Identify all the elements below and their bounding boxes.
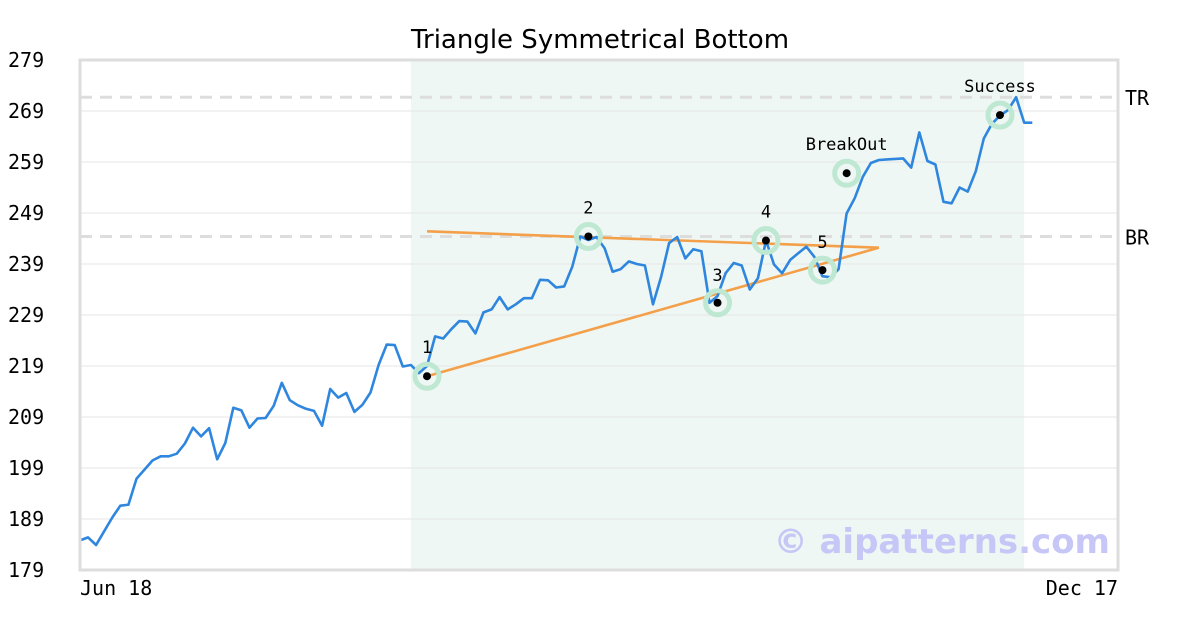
point-marker [761, 236, 770, 245]
point-label: 4 [761, 203, 771, 223]
y-tick-label: 259 [8, 150, 44, 174]
point-marker [995, 111, 1004, 120]
point-label: Success [964, 77, 1036, 97]
point-marker-halo [985, 100, 1015, 130]
point-label: 1 [422, 338, 432, 358]
y-tick-label: 229 [8, 303, 44, 327]
point-label: BreakOut [806, 135, 888, 155]
point-label: 2 [583, 198, 593, 218]
y-axis-ticks: 179 189 199 209 219 229 239 249 259 269 279 [8, 48, 44, 582]
price-line [79, 95, 1033, 547]
point-label: 5 [817, 233, 827, 253]
point-marker [818, 266, 827, 275]
watermark: © aipatterns.com [774, 522, 1110, 562]
x-tick-end: Dec 17 [1046, 576, 1118, 600]
point-marker-halo [751, 226, 781, 256]
reference-lines: TR BR [80, 86, 1150, 249]
point-marker-halo [412, 361, 442, 391]
point-marker [584, 232, 593, 241]
y-tick-label: 239 [8, 252, 44, 276]
point-label: 3 [712, 266, 722, 286]
point-marker [842, 169, 851, 178]
point-marker-halo [832, 158, 862, 188]
point-marker-halo [807, 255, 837, 285]
reference-label: BR [1125, 225, 1150, 249]
point-marker-halo [573, 221, 603, 251]
point-marker [423, 372, 432, 381]
point-marker [713, 298, 722, 307]
y-tick-label: 279 [8, 48, 44, 72]
y-tick-label: 189 [8, 507, 44, 531]
y-tick-label: 179 [8, 558, 44, 582]
y-tick-label: 249 [8, 201, 44, 225]
x-tick-start: Jun 18 [80, 576, 152, 600]
y-tick-label: 219 [8, 354, 44, 378]
trend-line [426, 230, 879, 249]
pattern-points: 1 2 3 4 5 BreakOut Success [412, 77, 1036, 391]
point-marker-halo [703, 288, 733, 318]
y-tick-label: 199 [8, 456, 44, 480]
trend-line [426, 246, 880, 378]
y-tick-label: 209 [8, 405, 44, 429]
reference-label: TR [1125, 86, 1150, 110]
trend-lines [426, 230, 880, 378]
chart-title: Triangle Symmetrical Bottom [410, 25, 789, 55]
y-tick-label: 269 [8, 99, 44, 123]
plot-frame [78, 58, 1120, 572]
